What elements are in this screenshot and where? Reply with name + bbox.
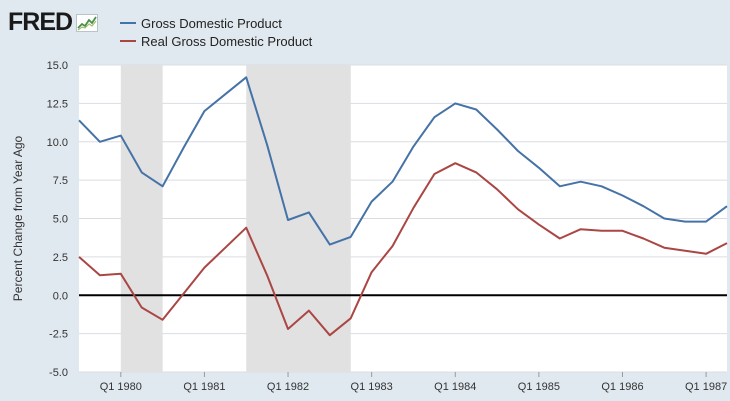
legend-swatch-gdp xyxy=(120,22,136,24)
legend-item-gdp[interactable]: Gross Domestic Product xyxy=(120,14,312,32)
fred-logo[interactable]: FRED xyxy=(8,8,99,36)
gdp-series-line[interactable] xyxy=(78,76,728,246)
x-tick-label: Q1 1987 xyxy=(685,381,727,393)
legend-label-real-gdp: Real Gross Domestic Product xyxy=(141,33,313,49)
y-tick-label: 12.5 xyxy=(47,98,68,110)
y-axis-ticks: -5.0 -2.5 0.0 2.5 5.0 7.5 10.0 12.5 15.0 xyxy=(47,60,68,379)
x-tick-label: Q1 1984 xyxy=(434,381,476,393)
x-tick-label: Q1 1980 xyxy=(100,381,142,393)
recession-bands xyxy=(120,65,351,372)
x-tick-label: Q1 1986 xyxy=(601,381,643,393)
recession-band xyxy=(246,65,351,372)
legend-swatch-real-gdp xyxy=(120,40,136,42)
series-lines xyxy=(78,76,728,337)
y-tick-label: 15.0 xyxy=(47,60,68,72)
x-tick-label: Q1 1983 xyxy=(351,381,393,393)
fred-wordmark: FRED xyxy=(8,8,73,36)
y-tick-label: 2.5 xyxy=(53,252,68,264)
legend: Gross Domestic Product Real Gross Domest… xyxy=(120,14,312,50)
x-tick-label: Q1 1982 xyxy=(267,381,309,393)
real-gdp-series-line[interactable] xyxy=(78,162,728,337)
y-tick-label: 7.5 xyxy=(53,175,68,187)
x-tick-label: Q1 1981 xyxy=(183,381,225,393)
recession-band xyxy=(120,65,163,372)
y-tick-label: 0.0 xyxy=(53,290,68,302)
y-tick-label: 5.0 xyxy=(53,214,68,226)
fred-chart-logo-icon xyxy=(76,13,99,32)
x-axis-ticks: Q1 1980 Q1 1981 Q1 1982 Q1 1983 Q1 1984 Q1 19… xyxy=(100,372,727,393)
y-tick-label: -2.5 xyxy=(49,329,68,341)
y-tick-label: 10.0 xyxy=(47,137,68,149)
x-tick-label: Q1 1985 xyxy=(518,381,560,393)
y-axis-label: Percent Change from Year Ago xyxy=(11,135,25,301)
legend-label-gdp: Gross Domestic Product xyxy=(141,15,282,31)
y-tick-label: -5.0 xyxy=(49,367,68,379)
legend-item-real-gdp[interactable]: Real Gross Domestic Product xyxy=(120,32,312,50)
